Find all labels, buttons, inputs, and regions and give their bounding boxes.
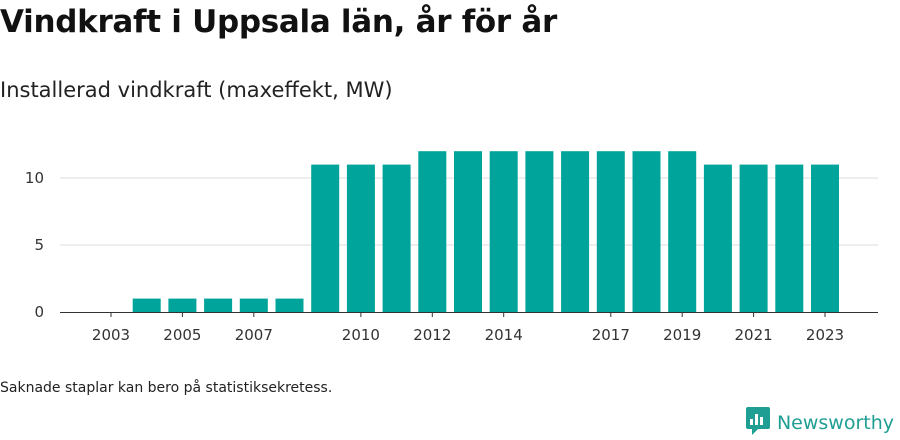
- bar-2009: [311, 164, 340, 312]
- bar-2014: [489, 151, 518, 312]
- brand-name: Newsworthy: [776, 412, 894, 434]
- chart-subtitle: Installerad vindkraft (maxeffekt, MW): [0, 78, 393, 102]
- bar-2012: [418, 151, 447, 312]
- brand-logo[interactable]: Newsworthy: [745, 406, 894, 440]
- bars: [132, 151, 839, 312]
- footnote: Saknade staplar kan bero på statistiksek…: [0, 380, 333, 396]
- bar-2019: [668, 151, 697, 312]
- bar-chart: 0 5 10 2003 2005 2007 2010 2012 2014 2017 2019 202…: [25, 151, 878, 344]
- bar-2008: [275, 298, 304, 312]
- bar-2010: [346, 164, 375, 312]
- bar-2005: [168, 298, 197, 312]
- x-tick-label: 2012: [413, 326, 451, 344]
- bar-2016: [561, 151, 590, 312]
- x-tick-label: 2005: [163, 326, 201, 344]
- bar-2020: [703, 164, 732, 312]
- x-tick-label: 2021: [735, 326, 773, 344]
- x-tick-label: 2014: [485, 326, 523, 344]
- bar-2011: [382, 164, 411, 312]
- bar-2022: [775, 164, 804, 312]
- bar-2015: [525, 151, 554, 312]
- y-tick-label: 0: [34, 303, 44, 321]
- y-tick-label: 5: [34, 236, 44, 254]
- x-tick-label: 2010: [342, 326, 380, 344]
- bar-2017: [596, 151, 625, 312]
- y-tick-label: 10: [25, 169, 44, 187]
- bar-2013: [454, 151, 482, 312]
- x-tick-label: 2017: [592, 326, 630, 344]
- bar-2018: [632, 151, 661, 312]
- x-tick-label: 2023: [806, 326, 844, 344]
- bar-2007: [239, 298, 268, 312]
- x-tick-label: 2007: [235, 326, 273, 344]
- bar-2021: [739, 164, 768, 312]
- bar-2006: [204, 298, 233, 312]
- chart-title: Vindkraft i Uppsala län, år för år: [0, 4, 557, 40]
- x-axis-ticks: 2003 2005 2007 2010 2012 2014 2017 2019 2021 2023: [92, 312, 844, 344]
- y-axis-ticks: 0 5 10: [25, 169, 44, 321]
- newsworthy-logo-icon: [745, 406, 771, 440]
- bar-2023: [811, 164, 839, 312]
- bar-2004: [132, 298, 161, 312]
- x-tick-label: 2019: [663, 326, 701, 344]
- x-tick-label: 2003: [92, 326, 130, 344]
